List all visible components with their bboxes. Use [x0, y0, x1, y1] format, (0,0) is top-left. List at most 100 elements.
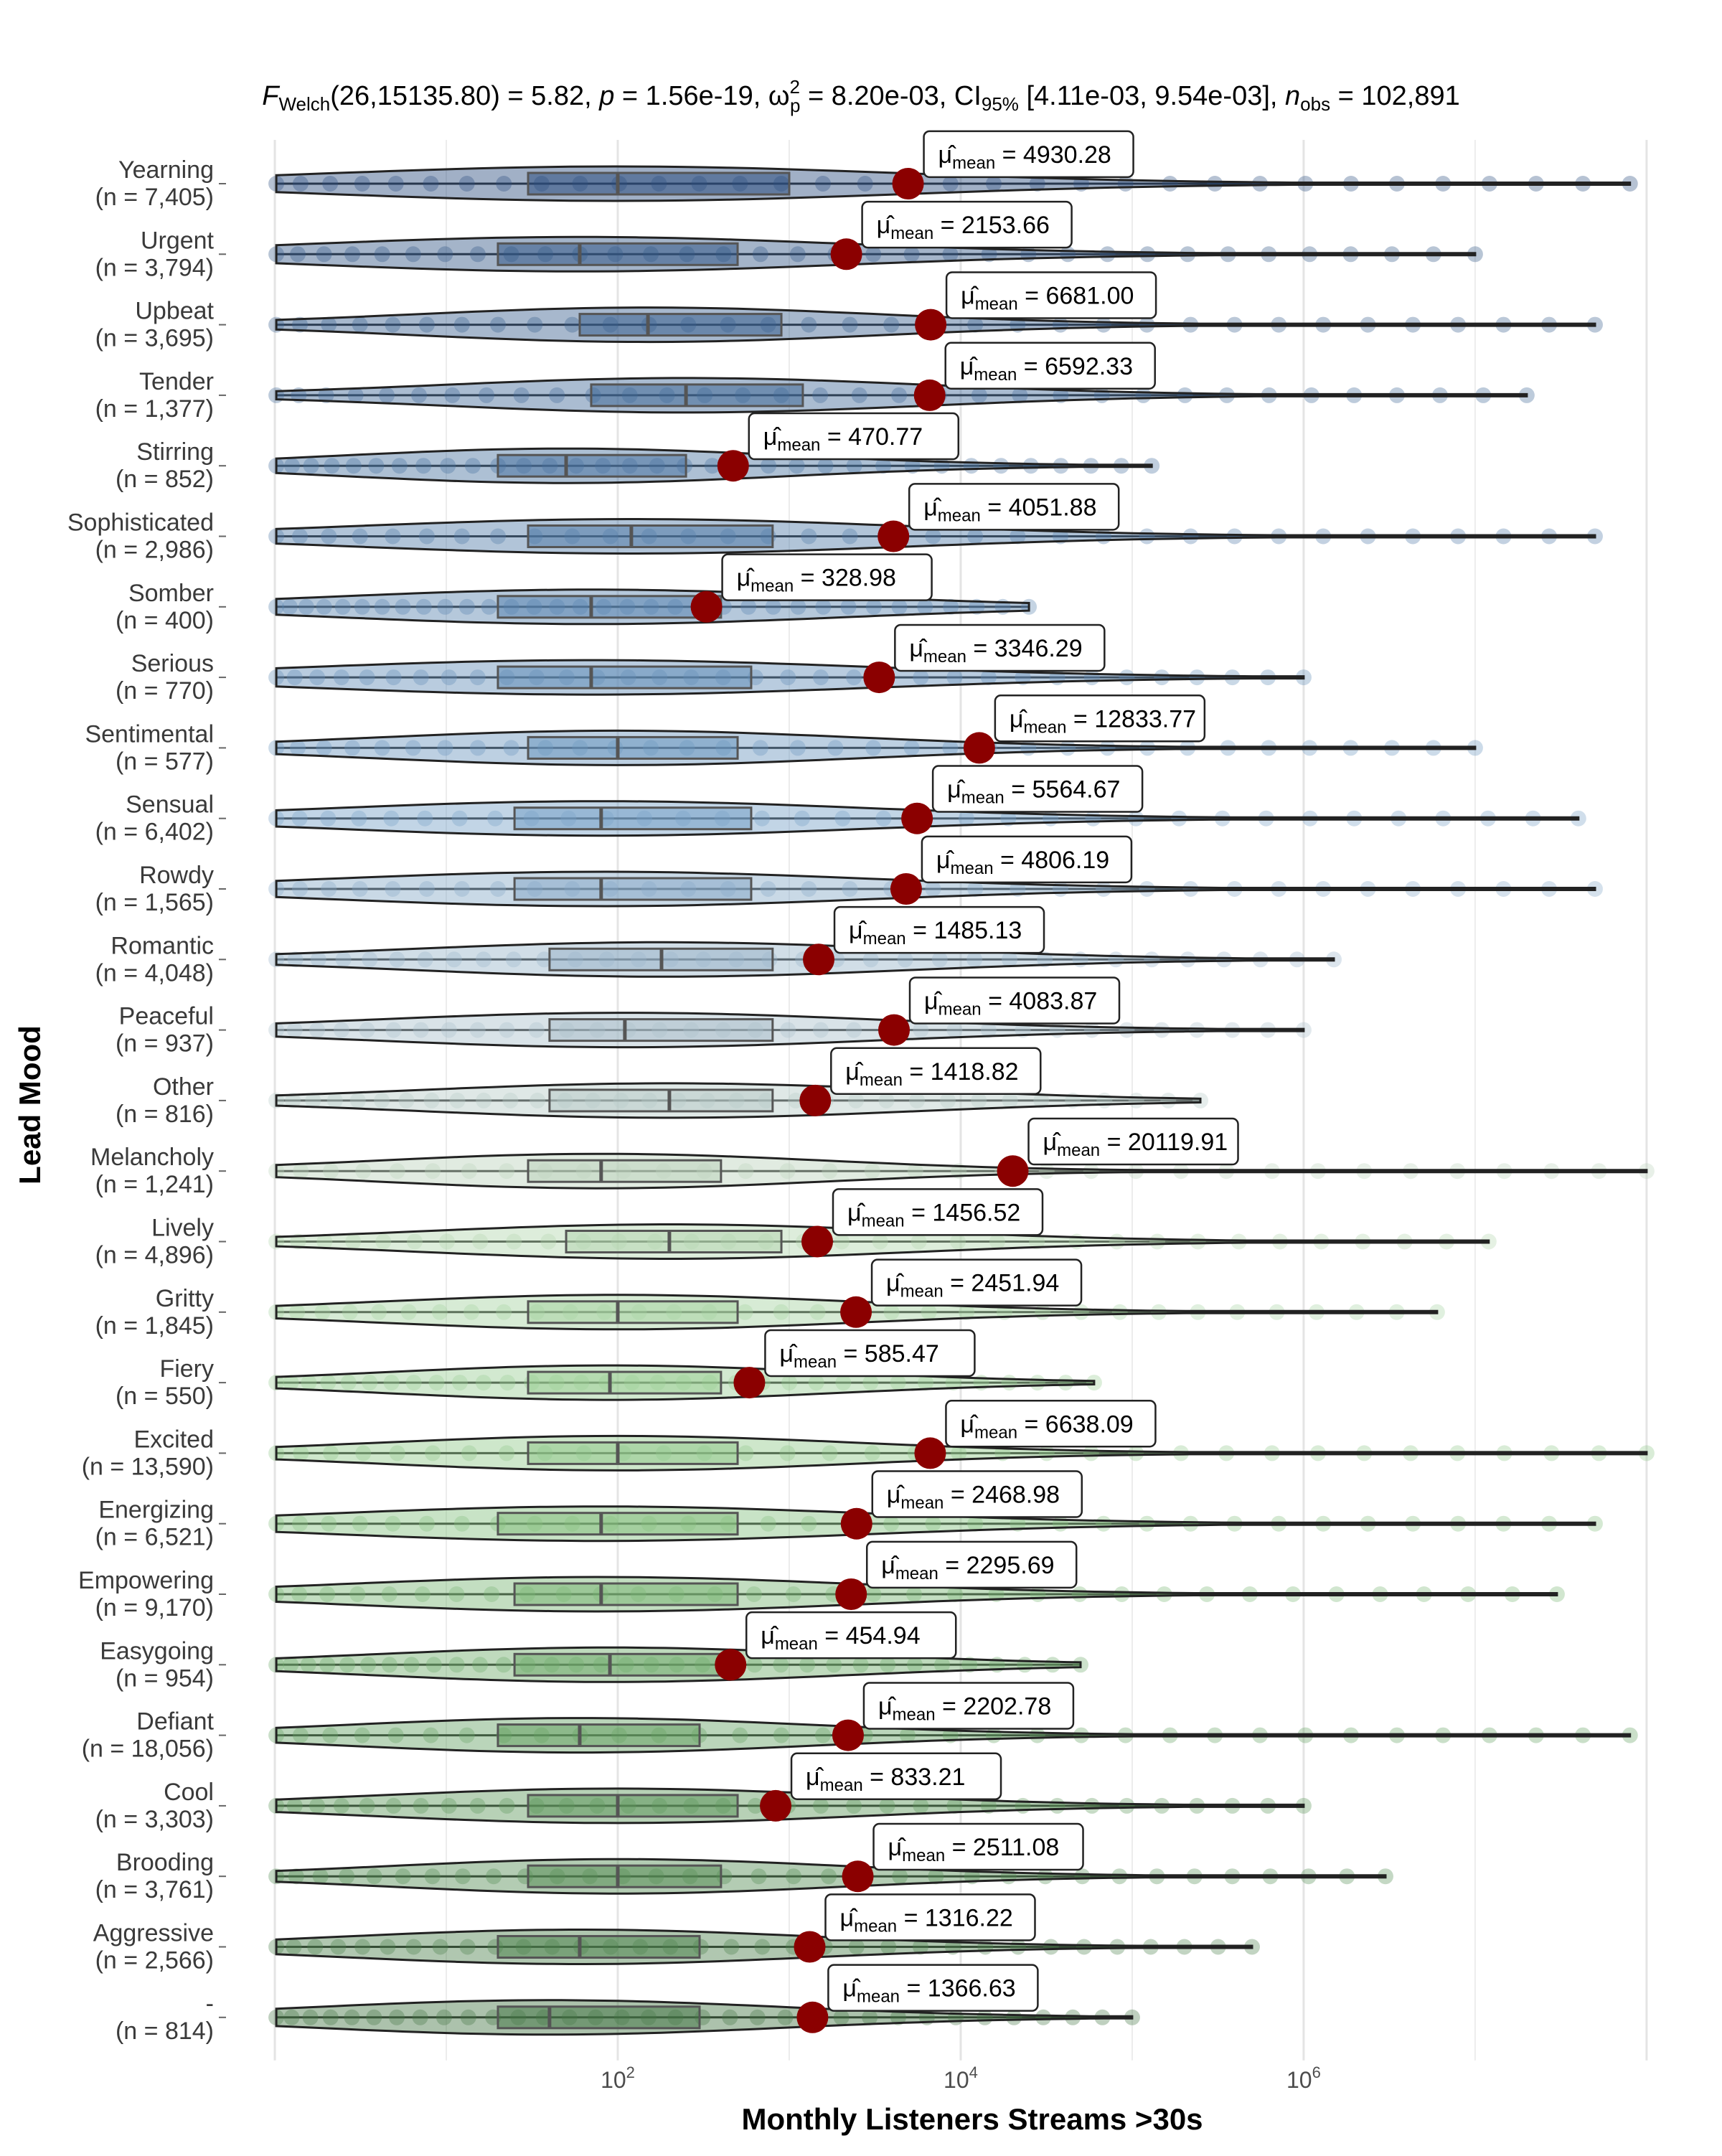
- x-tick-label: 102: [601, 2063, 635, 2093]
- data-point: [1154, 669, 1170, 686]
- mean-label-value: = 2202.78: [936, 1693, 1052, 1720]
- box-iqr: [513, 806, 753, 831]
- y-tick-label: Sensual (n = 6,402): [95, 791, 214, 846]
- data-point: [1224, 669, 1241, 686]
- data-point: [947, 1586, 964, 1602]
- mean-label-value: = 2451.94: [944, 1270, 1060, 1297]
- data-point: [469, 1797, 486, 1814]
- violin-row: Defiant (n = 18,056) μ̂mean = 2202.78: [82, 1682, 1638, 1763]
- data-point: [499, 1797, 515, 1814]
- data-point: [1180, 246, 1196, 263]
- data-point: [842, 316, 858, 333]
- mean-label-box: [861, 200, 1073, 249]
- data-point: [418, 316, 435, 333]
- data-point: [1037, 951, 1053, 968]
- data-point: [354, 598, 370, 615]
- data-point: [1156, 1586, 1172, 1602]
- data-point: [405, 740, 421, 756]
- category-count: (n = 3,695): [95, 325, 214, 352]
- mean-label-value: = 3346.29: [966, 635, 1083, 662]
- mean-label-box: [721, 553, 933, 601]
- data-point: [765, 598, 781, 615]
- data-point: [1154, 1797, 1170, 1814]
- data-point: [809, 1304, 826, 1320]
- data-point: [395, 1868, 411, 1885]
- mean-label: μ̂mean = 2511.08: [888, 1834, 1060, 1865]
- data-point: [883, 1304, 900, 1320]
- mean-label-sub: mean: [952, 154, 995, 173]
- mean-label-box: [745, 1611, 957, 1660]
- violin-shape: [275, 1999, 1134, 2036]
- violin-row: Sophisticated (n = 2,986) μ̂mean = 4051.88: [67, 483, 1603, 564]
- data-point: [530, 1092, 546, 1108]
- data-point: [453, 1515, 470, 1532]
- category-name: Easygoing: [100, 1637, 214, 1665]
- data-point: [852, 1657, 869, 1673]
- data-point: [817, 458, 834, 474]
- mean-label-box: [945, 271, 1157, 319]
- data-point: [418, 881, 435, 897]
- mean-label-sub: mean: [1023, 717, 1066, 737]
- data-point: [464, 1304, 480, 1320]
- mean-label-box: [830, 1047, 1042, 1095]
- mean-point: [760, 1789, 792, 1822]
- data-point: [413, 1797, 429, 1814]
- data-point: [496, 176, 512, 192]
- violin-shape: [275, 729, 1477, 766]
- data-point: [486, 1868, 502, 1885]
- data-point: [846, 1797, 862, 1814]
- data-point: [971, 387, 987, 403]
- mean-label-sub: mean: [820, 1776, 863, 1795]
- data-point: [333, 1797, 349, 1814]
- data-point: [292, 528, 309, 545]
- violin-row: Romantic (n = 4,048) μ̂mean = 1485.13: [95, 905, 1342, 987]
- y-tick-label: Aggressive (n = 2,566): [93, 1920, 214, 1974]
- data-point: [754, 810, 771, 827]
- y-tick-label: Melancholy (n = 1,241): [90, 1144, 214, 1198]
- data-point: [1065, 2009, 1081, 2025]
- category-count: (n = 1,845): [95, 1312, 214, 1340]
- data-point: [286, 1939, 302, 1955]
- data-point: [862, 1375, 879, 1391]
- data-point: [1012, 387, 1028, 403]
- box-iqr: [527, 171, 791, 196]
- data-point: [1006, 2009, 1022, 2025]
- y-tick-label: Defiant (n = 18,056): [82, 1708, 215, 1763]
- data-point: [281, 598, 298, 615]
- data-point: [293, 1163, 309, 1180]
- title-part: [4.11e-03, 9.54e-03],: [1019, 81, 1285, 111]
- data-point: [1119, 669, 1135, 686]
- mean-label: μ̂mean = 2451.94: [886, 1270, 1059, 1301]
- data-point: [1226, 528, 1243, 545]
- mean-label-sub: mean: [961, 789, 1004, 808]
- category-count: (n = 3,761): [95, 1876, 214, 1903]
- data-point: [432, 1939, 448, 1955]
- data-point: [347, 387, 364, 403]
- data-point: [312, 1868, 329, 1885]
- violin-shape: [275, 1929, 1253, 1965]
- data-point: [1000, 810, 1017, 827]
- data-point: [789, 458, 805, 474]
- category-count: (n = 1,241): [95, 1171, 214, 1198]
- data-point: [760, 881, 776, 897]
- data-point: [799, 1657, 816, 1673]
- mean-label-sub: mean: [775, 1634, 818, 1654]
- data-point: [911, 1233, 927, 1250]
- mean-label-box: [944, 342, 1156, 390]
- data-point: [986, 176, 1002, 192]
- y-tick-label: Gritty (n = 1,845): [95, 1285, 214, 1340]
- data-point: [305, 1092, 321, 1108]
- violin-row: Melancholy (n = 1,241) μ̂mean = 20119.91: [90, 1117, 1655, 1198]
- data-point: [1094, 2009, 1111, 2025]
- data-point: [833, 2009, 850, 2025]
- y-tick-label: Rowdy (n = 1,565): [95, 862, 214, 916]
- category-count: (n = 400): [116, 607, 214, 634]
- data-point: [878, 1092, 895, 1108]
- mean-label-sub: mean: [974, 1423, 1017, 1442]
- category-name: Rowdy: [139, 862, 214, 889]
- mean-label: μ̂mean = 5564.67: [947, 776, 1120, 808]
- data-point: [320, 1375, 337, 1391]
- data-point: [1114, 1586, 1130, 1602]
- data-point: [564, 316, 580, 333]
- data-point: [781, 1375, 798, 1391]
